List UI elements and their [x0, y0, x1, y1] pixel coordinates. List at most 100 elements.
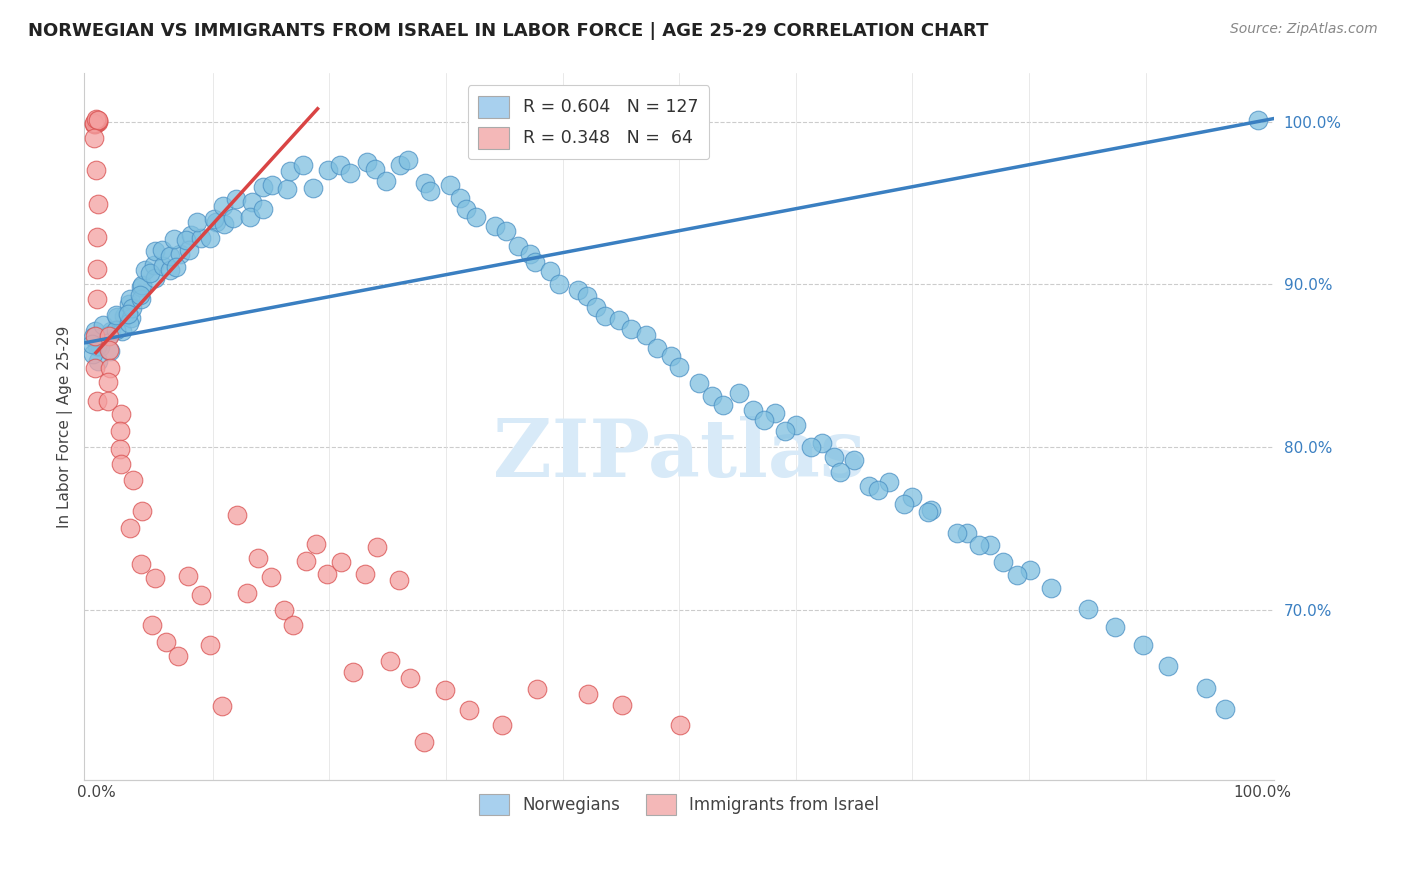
Point: [98, 329, 121, 343]
Point: [659, 349, 682, 363]
Point: [828, 465, 851, 479]
Point: [150, 244, 173, 258]
Point: [946, 526, 969, 541]
Text: NORWEGIAN VS IMMIGRANTS FROM ISRAEL IN LABOR FORCE | AGE 25-29 CORRELATION CHART: NORWEGIAN VS IMMIGRANTS FROM ISRAEL IN L…: [28, 22, 988, 40]
Point: [567, 283, 589, 297]
Point: [180, 227, 202, 242]
Point: [1104, 620, 1126, 634]
Point: [842, 452, 865, 467]
Point: [83, 117, 105, 131]
Point: [1132, 638, 1154, 652]
Point: [465, 210, 488, 224]
Point: [433, 682, 456, 697]
Point: [105, 323, 128, 337]
Point: [86, 113, 108, 128]
Point: [388, 573, 411, 587]
Point: [98, 343, 121, 358]
Point: [304, 537, 326, 551]
Point: [620, 321, 643, 335]
Point: [84, 113, 107, 128]
Point: [83, 116, 105, 130]
Point: [97, 375, 120, 389]
Point: [134, 262, 156, 277]
Point: [1005, 567, 1028, 582]
Point: [86, 115, 108, 129]
Point: [800, 440, 823, 454]
Point: [131, 504, 153, 518]
Text: ZIPatlas: ZIPatlas: [494, 416, 865, 494]
Point: [506, 239, 529, 253]
Point: [143, 571, 166, 585]
Point: [105, 310, 128, 324]
Point: [538, 263, 561, 277]
Point: [858, 479, 880, 493]
Point: [585, 300, 607, 314]
Point: [607, 313, 630, 327]
Point: [121, 301, 143, 315]
Point: [211, 199, 233, 213]
Point: [120, 520, 142, 534]
Point: [252, 180, 274, 194]
Point: [339, 166, 361, 180]
Point: [302, 181, 325, 195]
Point: [956, 526, 979, 541]
Point: [917, 505, 939, 519]
Point: [200, 638, 222, 652]
Point: [688, 376, 710, 390]
Point: [763, 407, 786, 421]
Point: [316, 567, 339, 582]
Point: [105, 308, 128, 322]
Point: [131, 292, 153, 306]
Point: [97, 393, 120, 408]
Point: [84, 117, 107, 131]
Point: [86, 394, 108, 409]
Point: [128, 287, 150, 301]
Point: [129, 280, 152, 294]
Point: [166, 648, 188, 663]
Point: [785, 418, 807, 433]
Point: [593, 309, 616, 323]
Point: [240, 194, 263, 209]
Point: [200, 230, 222, 244]
Point: [354, 567, 377, 582]
Point: [225, 192, 247, 206]
Point: [292, 158, 315, 172]
Point: [378, 654, 401, 668]
Point: [214, 218, 236, 232]
Point: [276, 182, 298, 196]
Point: [169, 247, 191, 261]
Point: [165, 260, 187, 275]
Point: [893, 497, 915, 511]
Point: [967, 539, 990, 553]
Point: [108, 424, 131, 438]
Point: [84, 162, 107, 177]
Point: [110, 457, 132, 471]
Point: [1213, 702, 1236, 716]
Point: [366, 540, 388, 554]
Point: [186, 215, 208, 229]
Point: [163, 231, 186, 245]
Point: [82, 330, 104, 344]
Point: [363, 161, 385, 176]
Point: [1247, 113, 1270, 128]
Point: [83, 324, 105, 338]
Point: [129, 557, 152, 571]
Point: [87, 113, 110, 128]
Point: [415, 176, 437, 190]
Point: [524, 255, 547, 269]
Point: [669, 718, 692, 732]
Point: [118, 316, 141, 330]
Point: [177, 569, 200, 583]
Point: [456, 202, 478, 216]
Point: [495, 224, 517, 238]
Point: [388, 158, 411, 172]
Point: [901, 490, 924, 504]
Point: [866, 483, 889, 497]
Point: [920, 503, 942, 517]
Point: [439, 178, 461, 192]
Point: [86, 196, 108, 211]
Point: [236, 586, 259, 600]
Point: [1019, 563, 1042, 577]
Point: [239, 210, 262, 224]
Point: [100, 324, 122, 338]
